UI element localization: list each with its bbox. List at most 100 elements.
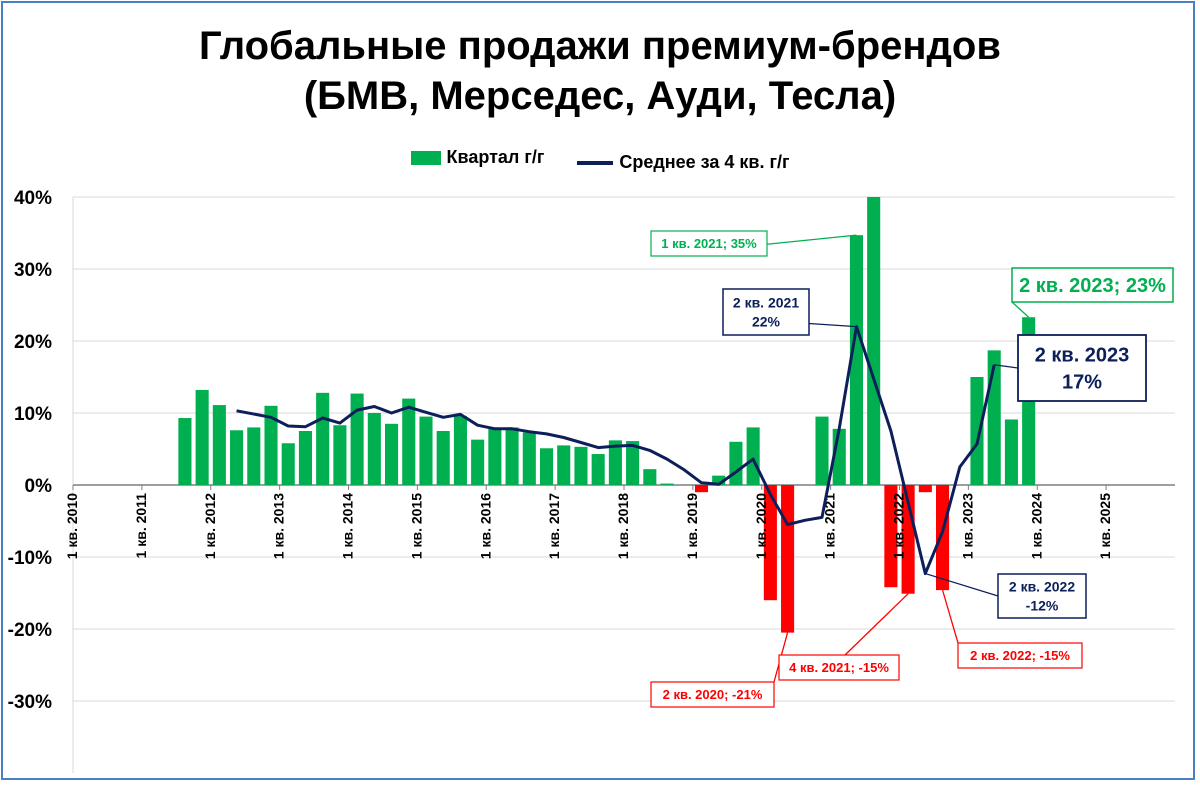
annotation-leader (844, 593, 909, 656)
bar (316, 392, 330, 485)
annotation-box (1011, 267, 1174, 303)
x-tick-label: 1 кв. 2022 (891, 493, 907, 559)
annotation-label: 2 кв. 2023; 23% (1019, 275, 1166, 297)
bar (626, 441, 640, 485)
annotation-leader (994, 364, 1019, 369)
legend-bar-swatch (410, 150, 441, 165)
bar (333, 425, 347, 485)
x-tick-label: 1 кв. 2011 (133, 493, 149, 559)
bar (247, 427, 261, 485)
x-tick-label: 1 кв. 2012 (202, 493, 218, 559)
bar (385, 423, 399, 485)
y-tick-label: 20% (14, 332, 52, 353)
bar (936, 485, 950, 591)
annotation-box (778, 654, 900, 681)
annotation-box (957, 642, 1083, 669)
annotation-label: 4 кв. 2021; -15% (789, 660, 889, 675)
annotation-box (1017, 334, 1147, 402)
y-tick-label: -30% (8, 692, 52, 713)
bar (1004, 419, 1018, 485)
x-tick-label: 1 кв. 2020 (753, 493, 769, 559)
annotation-leader (808, 322, 857, 328)
bar (195, 389, 209, 485)
y-tick-label: 10% (14, 404, 52, 425)
bar (298, 431, 312, 485)
bar (264, 405, 278, 485)
bar (539, 448, 554, 485)
bar (781, 485, 795, 633)
rolling-average-line (236, 325, 996, 576)
annotation-label: 2 кв. 2021 (733, 295, 799, 311)
bar (712, 475, 726, 485)
bar (660, 483, 674, 485)
bar (763, 485, 777, 601)
bar (505, 427, 519, 485)
annotation-label: 17% (1062, 372, 1102, 394)
annotation-box (997, 573, 1087, 619)
bar (488, 428, 502, 485)
bar (419, 416, 433, 485)
annotation-label: 2 кв. 2023 (1035, 345, 1130, 367)
x-tick-label: 1 кв. 2015 (408, 493, 424, 559)
bar (970, 377, 984, 485)
bar (557, 445, 571, 485)
legend-item-line: Среднее за 4 кв. г/г (577, 152, 790, 173)
annotation-box (722, 288, 810, 336)
x-tick-label: 1 кв. 2024 (1028, 493, 1044, 559)
bar (281, 443, 295, 485)
y-tick-label: 0% (25, 476, 53, 497)
legend-bars-label: Квартал г/г (446, 147, 545, 167)
bar (746, 427, 760, 485)
bar (815, 416, 829, 485)
chart-title-line-2: (БМВ, Мерседес, Ауди, Тесла) (303, 74, 897, 118)
chart-legend: Квартал г/г Среднее за 4 кв. г/г (3, 147, 1197, 173)
bar (643, 469, 657, 485)
chart-title: Глобальные продажи премиум-брендов (БМВ,… (3, 21, 1197, 121)
legend-line-label: Среднее за 4 кв. г/г (619, 152, 790, 172)
bar (367, 413, 381, 485)
annotation-box (650, 681, 775, 708)
bar (694, 485, 709, 493)
bar (178, 418, 192, 485)
annotation-leader (925, 572, 999, 597)
x-tick-label: 1 кв. 2010 (64, 493, 80, 559)
annotation-label: 2 кв. 2020; -21% (663, 687, 763, 702)
annotation-leader (941, 589, 959, 644)
x-tick-label: 1 кв. 2023 (959, 493, 975, 559)
bar (522, 432, 536, 485)
x-tick-label: 1 кв. 2025 (1097, 493, 1113, 559)
x-tick-label: 1 кв. 2013 (271, 493, 287, 559)
annotation-label: 1 кв. 2021; 35% (661, 236, 757, 251)
legend-line-swatch (577, 160, 614, 165)
annotation-box (650, 230, 768, 257)
x-tick-label: 1 кв. 2019 (684, 493, 700, 559)
bar (453, 415, 467, 485)
y-tick-label: -10% (8, 548, 52, 569)
y-tick-label: 40% (14, 188, 52, 209)
legend-item-bars: Квартал г/г (410, 147, 545, 168)
x-tick-label: 1 кв. 2021 (822, 493, 838, 559)
x-tick-label: 1 кв. 2016 (477, 493, 493, 559)
annotation-leader (1011, 301, 1030, 318)
bar (729, 441, 743, 485)
annotation-label: 2 кв. 2022 (1009, 579, 1075, 595)
bar (350, 393, 364, 485)
x-tick-label: 1 кв. 2017 (546, 493, 562, 559)
bar (849, 235, 863, 485)
bar (867, 197, 881, 485)
y-tick-label: -20% (8, 620, 52, 641)
bar (918, 485, 932, 493)
bar (608, 440, 622, 485)
bar (402, 398, 416, 485)
x-tick-label: 1 кв. 2014 (340, 493, 356, 559)
bar (436, 431, 450, 485)
annotation-label: -12% (1026, 597, 1059, 613)
annotation-label: 22% (752, 313, 781, 329)
bar (574, 446, 588, 485)
bar (591, 454, 605, 485)
chart-title-line-1: Глобальные продажи премиум-брендов (199, 24, 1001, 68)
bar (471, 439, 485, 485)
bar (212, 405, 226, 485)
annotation-label: 2 кв. 2022; -15% (970, 648, 1070, 663)
